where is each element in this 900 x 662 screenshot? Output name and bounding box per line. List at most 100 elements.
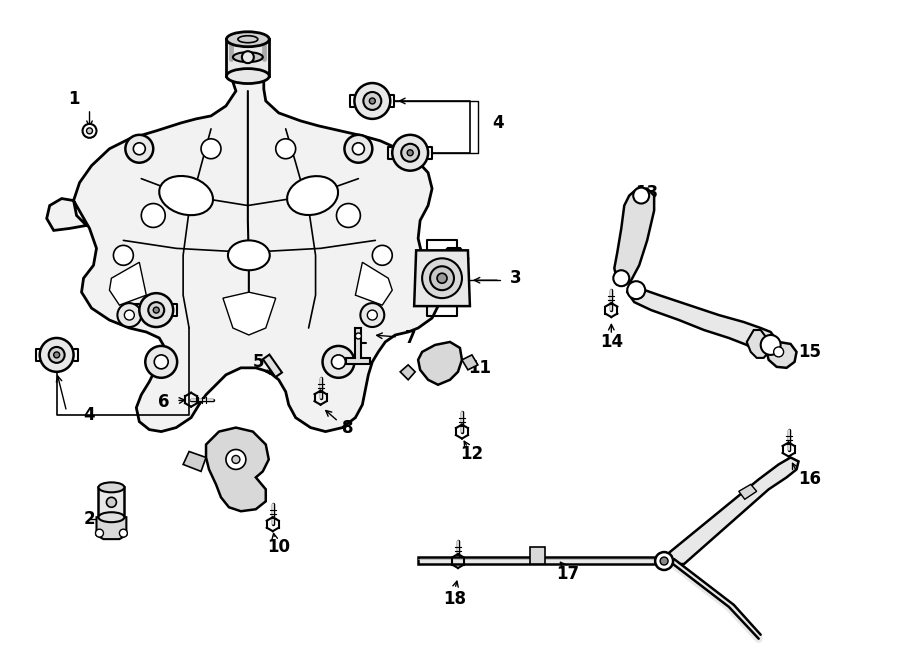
Polygon shape — [263, 355, 282, 377]
Circle shape — [120, 529, 128, 537]
Circle shape — [430, 266, 454, 290]
Circle shape — [401, 144, 419, 162]
Circle shape — [322, 346, 355, 378]
Circle shape — [437, 273, 447, 283]
Circle shape — [113, 246, 133, 265]
Text: 16: 16 — [798, 471, 822, 489]
Text: 6: 6 — [158, 393, 169, 410]
Text: 9: 9 — [243, 481, 255, 498]
Text: 3: 3 — [509, 269, 521, 287]
Circle shape — [140, 293, 173, 327]
Circle shape — [360, 303, 384, 327]
Ellipse shape — [238, 36, 257, 43]
Polygon shape — [98, 487, 124, 517]
Ellipse shape — [287, 176, 338, 215]
Polygon shape — [615, 189, 654, 285]
Circle shape — [422, 258, 462, 298]
Circle shape — [613, 270, 629, 286]
Circle shape — [40, 338, 74, 372]
Circle shape — [627, 281, 645, 299]
Polygon shape — [664, 457, 798, 564]
Polygon shape — [627, 282, 777, 355]
Circle shape — [145, 346, 177, 378]
Circle shape — [124, 310, 134, 320]
Ellipse shape — [227, 69, 269, 83]
Circle shape — [232, 455, 240, 463]
Ellipse shape — [98, 483, 124, 493]
Ellipse shape — [159, 176, 213, 215]
Circle shape — [86, 128, 93, 134]
Polygon shape — [223, 292, 275, 335]
Circle shape — [331, 355, 346, 369]
Text: 11: 11 — [468, 359, 490, 377]
Polygon shape — [530, 547, 544, 564]
Ellipse shape — [227, 32, 269, 47]
Text: 15: 15 — [798, 343, 822, 361]
Circle shape — [369, 98, 375, 104]
Circle shape — [392, 135, 428, 171]
Circle shape — [83, 124, 96, 138]
Polygon shape — [110, 262, 147, 305]
Circle shape — [373, 246, 392, 265]
Circle shape — [49, 347, 65, 363]
Circle shape — [95, 529, 104, 537]
Circle shape — [133, 143, 145, 155]
Circle shape — [148, 302, 164, 318]
Polygon shape — [747, 330, 769, 358]
Circle shape — [337, 203, 360, 228]
Polygon shape — [183, 451, 206, 471]
Text: 1: 1 — [68, 90, 79, 108]
Circle shape — [407, 150, 413, 156]
Circle shape — [154, 355, 168, 369]
Circle shape — [201, 139, 221, 159]
Text: 4: 4 — [84, 406, 95, 424]
Polygon shape — [356, 262, 392, 305]
Circle shape — [125, 135, 153, 163]
Circle shape — [634, 187, 649, 203]
Polygon shape — [47, 76, 468, 432]
Circle shape — [226, 449, 246, 469]
Polygon shape — [226, 39, 269, 76]
Text: 13: 13 — [635, 183, 659, 202]
Polygon shape — [739, 485, 757, 499]
Text: 10: 10 — [267, 538, 290, 556]
Circle shape — [774, 347, 784, 357]
Text: 18: 18 — [444, 590, 466, 608]
Circle shape — [355, 83, 391, 119]
Text: 7: 7 — [405, 329, 417, 347]
Text: 14: 14 — [599, 333, 623, 351]
Circle shape — [655, 552, 673, 570]
Circle shape — [117, 303, 141, 327]
Circle shape — [367, 310, 377, 320]
Circle shape — [660, 557, 668, 565]
Ellipse shape — [233, 52, 263, 62]
Circle shape — [364, 92, 382, 110]
Circle shape — [760, 335, 780, 355]
Polygon shape — [206, 428, 269, 511]
Ellipse shape — [228, 240, 270, 270]
Polygon shape — [418, 342, 462, 385]
Polygon shape — [414, 250, 470, 306]
Text: 5: 5 — [253, 353, 265, 371]
Text: 4: 4 — [491, 114, 503, 132]
Circle shape — [356, 333, 362, 339]
Ellipse shape — [98, 512, 124, 522]
Circle shape — [106, 497, 116, 507]
Circle shape — [275, 139, 296, 159]
Text: 2: 2 — [84, 510, 95, 528]
Circle shape — [345, 135, 373, 163]
Circle shape — [54, 352, 59, 358]
Text: 8: 8 — [343, 418, 354, 437]
Polygon shape — [418, 557, 679, 564]
Text: 17: 17 — [556, 565, 579, 583]
Text: 12: 12 — [460, 446, 483, 463]
Polygon shape — [767, 342, 796, 368]
Circle shape — [242, 51, 254, 63]
Circle shape — [353, 143, 364, 155]
Circle shape — [153, 307, 159, 313]
Polygon shape — [96, 517, 126, 539]
Polygon shape — [462, 355, 478, 370]
Circle shape — [141, 203, 166, 228]
Polygon shape — [346, 328, 370, 364]
Polygon shape — [400, 365, 415, 380]
